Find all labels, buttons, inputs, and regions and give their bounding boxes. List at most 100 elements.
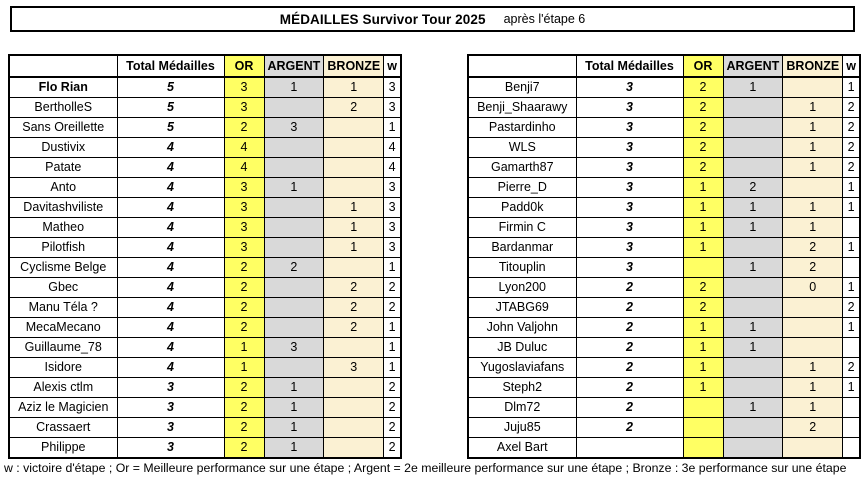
- cell-or: 2: [223, 317, 265, 338]
- cell-total: 5: [116, 76, 225, 98]
- cell-bronze: 1: [782, 377, 844, 398]
- col-header-or: OR: [223, 54, 265, 78]
- cell-argent: 1: [722, 76, 784, 98]
- col-header-wins: w: [842, 54, 861, 78]
- table-row: Crassaert 3 2 1 2: [8, 417, 402, 438]
- cell-name: Benji_Shaarawy: [467, 97, 577, 118]
- cell-bronze: 1: [323, 237, 385, 258]
- table-row: Matheo 4 3 1 3: [8, 217, 402, 238]
- cell-bronze: [323, 437, 385, 459]
- table-row: Steph2 2 1 1 1: [467, 377, 861, 398]
- cell-bronze: 2: [323, 297, 385, 318]
- col-header-player: [467, 54, 577, 78]
- cell-wins: 4: [383, 137, 402, 158]
- cell-or: 2: [682, 157, 724, 178]
- cell-wins: 1: [383, 317, 402, 338]
- cell-argent: 3: [263, 117, 325, 138]
- cell-argent: [722, 117, 784, 138]
- cell-bronze: 1: [782, 97, 844, 118]
- cell-bronze: 3: [323, 357, 385, 378]
- cell-bronze: 1: [782, 397, 844, 418]
- table-row: Pierre_D 3 1 2 1: [467, 177, 861, 198]
- cell-wins: 1: [842, 377, 861, 398]
- cell-argent: 1: [263, 397, 325, 418]
- cell-total: 4: [116, 277, 225, 298]
- cell-argent: [722, 297, 784, 318]
- cell-bronze: 2: [323, 277, 385, 298]
- cell-argent: [722, 417, 784, 438]
- cell-total: 2: [575, 357, 684, 378]
- cell-or: [682, 437, 724, 459]
- cell-or: 1: [682, 197, 724, 218]
- cell-total: 2: [575, 377, 684, 398]
- table-row: Flo Rian 5 3 1 1 3: [8, 76, 402, 98]
- cell-total: 2: [575, 297, 684, 318]
- cell-total: 3: [575, 117, 684, 138]
- table-row: WLS 3 2 1 2: [467, 137, 861, 158]
- cell-argent: [722, 357, 784, 378]
- table-row: Yugoslaviafans 2 1 1 2: [467, 357, 861, 378]
- cell-or: 2: [223, 277, 265, 298]
- cell-or: 1: [682, 357, 724, 378]
- cell-total: 2: [575, 417, 684, 438]
- cell-name: Benji7: [467, 76, 577, 98]
- cell-bronze: 1: [782, 137, 844, 158]
- cell-or: 2: [223, 117, 265, 138]
- cell-name: Crassaert: [8, 417, 118, 438]
- cell-wins: 3: [383, 76, 402, 98]
- cell-wins: 2: [383, 277, 402, 298]
- cell-argent: 2: [263, 257, 325, 278]
- cell-or: 1: [682, 337, 724, 358]
- cell-wins: 1: [842, 237, 861, 258]
- cell-bronze: 1: [323, 197, 385, 218]
- table-row: JTABG69 2 2 2: [467, 297, 861, 318]
- cell-bronze: 2: [782, 237, 844, 258]
- cell-argent: [263, 197, 325, 218]
- col-header-or: OR: [682, 54, 724, 78]
- cell-or: 4: [223, 137, 265, 158]
- cell-wins: [842, 337, 861, 358]
- cell-argent: [263, 237, 325, 258]
- cell-wins: 2: [383, 397, 402, 418]
- cell-argent: [263, 217, 325, 238]
- cell-bronze: [323, 157, 385, 178]
- cell-name: Steph2: [467, 377, 577, 398]
- cell-or: 1: [682, 317, 724, 338]
- table-row: Patate 4 4 4: [8, 157, 402, 178]
- cell-argent: 1: [263, 437, 325, 459]
- cell-or: 2: [682, 97, 724, 118]
- table-row: Philippe 3 2 1 2: [8, 437, 402, 459]
- cell-name: Axel Bart: [467, 437, 577, 459]
- cell-total: 4: [116, 137, 225, 158]
- cell-or: 1: [682, 237, 724, 258]
- cell-name: Juju85: [467, 417, 577, 438]
- cell-name: Yugoslaviafans: [467, 357, 577, 378]
- cell-wins: 1: [842, 277, 861, 298]
- cell-total: 3: [116, 377, 225, 398]
- cell-total: 3: [575, 137, 684, 158]
- table-row: Lyon200 2 2 0 1: [467, 277, 861, 298]
- cell-name: Davitashviliste: [8, 197, 118, 218]
- cell-wins: 2: [383, 377, 402, 398]
- cell-wins: 1: [383, 117, 402, 138]
- cell-or: 1: [682, 377, 724, 398]
- cell-bronze: 2: [782, 417, 844, 438]
- cell-bronze: [323, 377, 385, 398]
- cell-total: 3: [575, 197, 684, 218]
- cell-argent: [263, 277, 325, 298]
- cell-or: 1: [223, 337, 265, 358]
- cell-wins: 2: [842, 137, 861, 158]
- cell-name: Pastardinho: [467, 117, 577, 138]
- cell-name: Dlm72: [467, 397, 577, 418]
- cell-bronze: 1: [782, 197, 844, 218]
- cell-argent: 1: [722, 337, 784, 358]
- cell-wins: [842, 437, 861, 459]
- col-header-argent: ARGENT: [722, 54, 784, 78]
- cell-or: 1: [682, 177, 724, 198]
- cell-total: 4: [116, 157, 225, 178]
- cell-total: 4: [116, 197, 225, 218]
- cell-name: Gamarth87: [467, 157, 577, 178]
- cell-argent: [263, 317, 325, 338]
- cell-name: Padd0k: [467, 197, 577, 218]
- cell-or: [682, 417, 724, 438]
